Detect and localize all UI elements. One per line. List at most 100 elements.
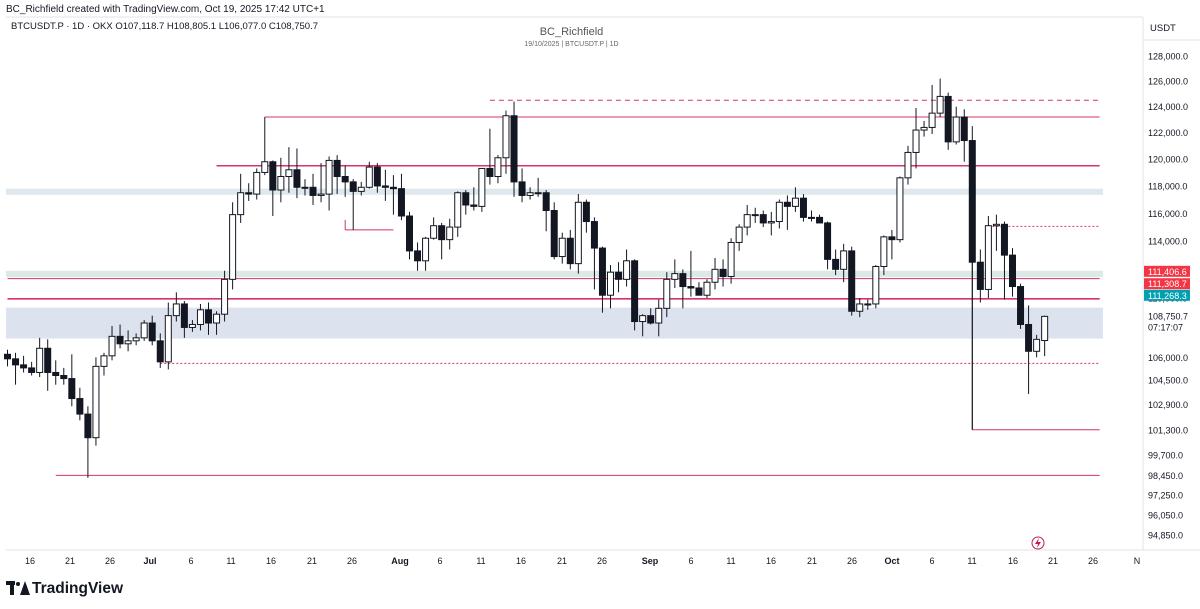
x-tick-label: 11 [726, 556, 735, 566]
candle-up [663, 278, 671, 309]
candle-down [373, 166, 381, 187]
candle-down [888, 236, 896, 241]
candle-down [518, 181, 526, 196]
candle-up [213, 313, 221, 324]
candle-up [188, 323, 196, 328]
candle-up [920, 126, 928, 131]
candle-up [430, 225, 438, 239]
candle-up [743, 214, 751, 228]
candle-down [615, 271, 623, 280]
candle-down [590, 221, 598, 249]
candle-up [494, 157, 502, 177]
candle-down [783, 201, 791, 207]
zone [6, 270, 1103, 278]
chart-attribution: BC_Richfield created with TradingView.co… [6, 4, 325, 15]
y-tick-label: 104,500.0 [1148, 376, 1188, 386]
candle-up [92, 365, 100, 439]
candle-down [598, 247, 606, 296]
x-tick-label: 21 [557, 556, 567, 566]
y-tick-label: 102,900.0 [1148, 400, 1188, 410]
candle-up [253, 171, 261, 195]
candle-up [984, 225, 992, 290]
candle-down [968, 140, 976, 263]
price-tag [1144, 265, 1190, 277]
price-tag [1144, 278, 1190, 290]
candle-up [502, 115, 510, 159]
candle-up [285, 169, 293, 177]
candle-up [623, 260, 631, 280]
y-tick-label: 122,000.0 [1148, 128, 1188, 138]
candle-down [687, 286, 695, 289]
y-tick-label: 124,000.0 [1148, 102, 1188, 112]
price-tag-label: 111,268.3 [1148, 291, 1187, 301]
candle-up [124, 340, 132, 345]
candle-up [277, 175, 285, 191]
candle-up [317, 193, 325, 196]
candle-down [824, 222, 832, 260]
candle-down [816, 216, 824, 224]
candle-up [221, 278, 229, 315]
candle-up [164, 315, 172, 363]
candle-down [848, 250, 856, 312]
candle-down [269, 161, 277, 191]
x-tick-label: 11 [967, 556, 976, 566]
candle-down [542, 192, 550, 212]
y-tick-label: 94,850.0 [1148, 530, 1183, 540]
candle-down [180, 303, 188, 328]
lightning-icon-bolt [1035, 538, 1041, 548]
x-tick-label: 16 [1008, 556, 1018, 566]
candle-up [36, 347, 44, 373]
x-tick-label: Sep [642, 556, 659, 566]
candle-up [558, 237, 566, 258]
x-tick-label: 26 [347, 556, 357, 566]
y-tick-label: 101,300.0 [1148, 425, 1188, 435]
y-tick-label: 126,000.0 [1148, 77, 1188, 87]
candle-up [655, 307, 663, 324]
x-tick-label: 21 [65, 556, 75, 566]
zone [6, 307, 1103, 339]
tradingview-logo[interactable]: TradingView [6, 580, 123, 598]
candle-down [679, 273, 687, 288]
candle-down [397, 188, 405, 217]
candle-down [566, 237, 574, 265]
candle-down [462, 192, 470, 206]
candle-down [944, 95, 952, 143]
y-tick-label: 116,000.0 [1148, 209, 1187, 219]
candle-down [84, 413, 92, 439]
x-tick-label: Oct [884, 556, 899, 566]
candle-up [140, 322, 148, 339]
candle-down [1000, 223, 1008, 256]
candle-down [759, 214, 767, 224]
candle-up [357, 186, 365, 192]
candle-up [872, 265, 880, 305]
x-tick-label: 26 [105, 556, 115, 566]
candle-down [960, 116, 968, 142]
y-tick-label: 97,250.0 [1148, 490, 1183, 500]
candle-up [992, 223, 1000, 227]
chart-title: BC_Richfield [539, 26, 604, 38]
candle-layer [4, 78, 1049, 478]
candle-down [44, 347, 52, 373]
candle-up [100, 355, 108, 367]
candle-up [607, 271, 614, 296]
x-tick-label: 16 [516, 556, 526, 566]
x-tick-label: N [1134, 556, 1141, 566]
candle-up [912, 129, 920, 153]
candle-up [711, 268, 719, 283]
candle-up [229, 214, 237, 280]
candle-up [808, 216, 815, 219]
price-tag [1144, 289, 1190, 301]
candle-down [52, 371, 60, 377]
price-tag-label: 111,308.7 [1148, 279, 1187, 289]
candle-up [928, 112, 936, 128]
candle-up [896, 177, 904, 241]
y-tick-label: 128,000.0 [1148, 51, 1188, 61]
zone [6, 188, 1103, 195]
candle-up [751, 214, 759, 217]
candle-down [832, 258, 840, 270]
x-tick-label: Jul [143, 556, 156, 566]
last-price-label: 108,750.7 [1148, 311, 1188, 321]
chart-subtitle: 19/10/2025 | BTCUSDT.P | 1D [524, 41, 619, 48]
x-tick-label: 16 [25, 556, 35, 566]
